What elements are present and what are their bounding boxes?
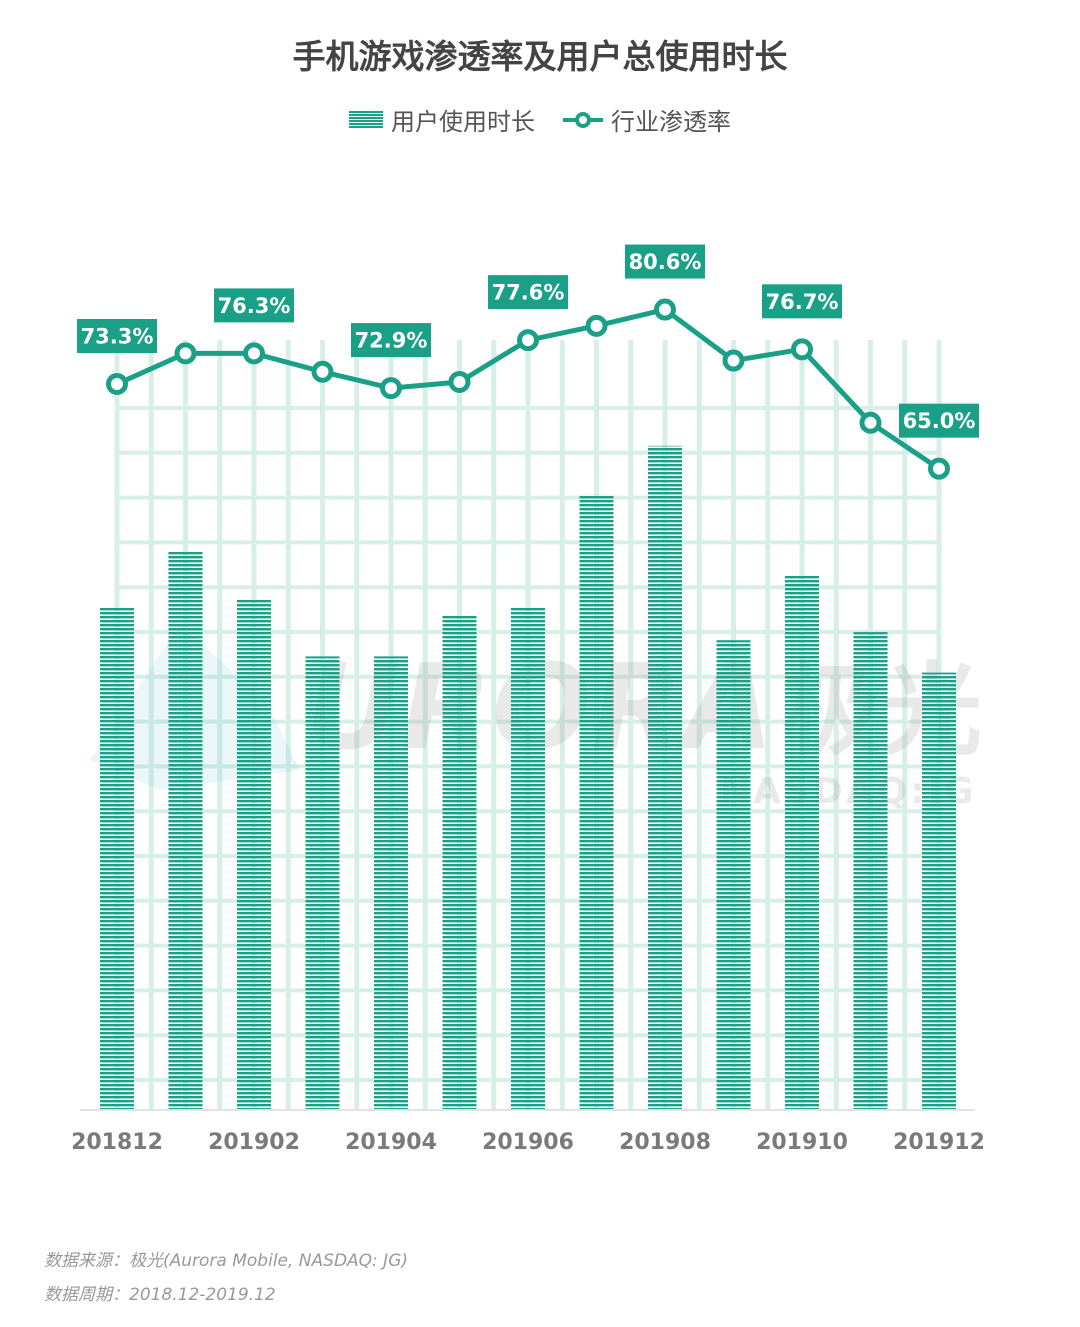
bar-201903 [305, 656, 340, 1110]
data-label-201910: 76.7% [766, 290, 839, 314]
line-point-201912 [928, 457, 950, 480]
x-axis-labels: 201812 201902 201904 201906 201908 201910 2019… [71, 1130, 985, 1155]
x-tick-label: 201904 [345, 1130, 437, 1155]
data-label-box [214, 288, 294, 323]
data-label-box [77, 319, 157, 353]
bar-201907 [579, 494, 614, 1110]
line-point-201905 [448, 370, 471, 393]
data-label-box [625, 244, 705, 279]
line-point-201906 [517, 329, 539, 352]
x-tick-label: 201910 [756, 1130, 848, 1155]
line-point-201907 [585, 314, 608, 337]
line-series [106, 298, 950, 480]
bar-201912 [922, 672, 956, 1110]
line-point-201901 [174, 342, 197, 365]
bar-201901 [168, 551, 203, 1110]
x-tick-label: 201812 [71, 1130, 163, 1155]
legend-line-label: 行业渗透率 [611, 108, 731, 136]
line-point-201812 [106, 373, 128, 395]
x-tick-label: 201912 [893, 1130, 985, 1155]
bar-201908 [648, 445, 682, 1110]
bar-201911 [853, 632, 888, 1110]
line-point-201903 [311, 360, 334, 383]
bar-201906 [511, 607, 545, 1110]
data-label-201912: 65.0% [903, 409, 976, 433]
data-labels: 73.3% 76.3% 72.9% 77.6% 80.6% 76.7% 65.0% [77, 244, 979, 438]
data-label-201906: 77.6% [492, 281, 565, 305]
bar-201812 [100, 607, 134, 1110]
x-tick-label: 201906 [482, 1130, 574, 1155]
line-point-201910 [791, 338, 813, 361]
data-label-box [899, 403, 979, 438]
data-label-201908: 80.6% [629, 250, 702, 274]
bar-201905 [442, 615, 477, 1110]
data-label-201902: 76.3% [218, 294, 291, 318]
footer-source: 数据来源：极光(Aurora Mobile, NASDAQ: JG) [44, 1251, 408, 1271]
bar-201904 [374, 656, 408, 1110]
legend-item-line: 行业渗透率 [563, 102, 731, 137]
line-point-201909 [722, 349, 745, 372]
x-tick-label: 201902 [208, 1130, 300, 1155]
line-point-201911 [859, 411, 882, 434]
line-point-201908 [654, 298, 676, 321]
data-label-201904: 72.9% [355, 329, 428, 353]
bar-201909 [716, 640, 751, 1110]
line-point-201902 [243, 342, 265, 365]
bar-201902 [237, 599, 271, 1110]
legend-item-bar: 用户使用时长 [349, 102, 535, 137]
x-tick-label: 201908 [619, 1130, 711, 1155]
legend-line-swatch [563, 111, 603, 128]
legend: 用户使用时长 行业渗透率 [0, 102, 1080, 137]
footer-period: 数据周期：2018.12-2019.12 [44, 1285, 276, 1305]
bar-201910 [785, 575, 819, 1110]
chart-title: 手机游戏渗透率及用户总使用时长 [292, 37, 788, 76]
data-label-box [351, 323, 431, 358]
data-label-box [762, 284, 842, 319]
legend-bar-swatch [349, 110, 383, 129]
line-point-201904 [380, 377, 402, 400]
bars [100, 445, 956, 1110]
legend-bar-label: 用户使用时长 [391, 108, 535, 136]
combo-chart: URORA 极光 NASDAQ:JG 73.3%76.3%72.9%77.6%8… [71, 244, 985, 1155]
data-label-box [488, 275, 568, 310]
data-label-201812: 73.3% [81, 325, 154, 349]
